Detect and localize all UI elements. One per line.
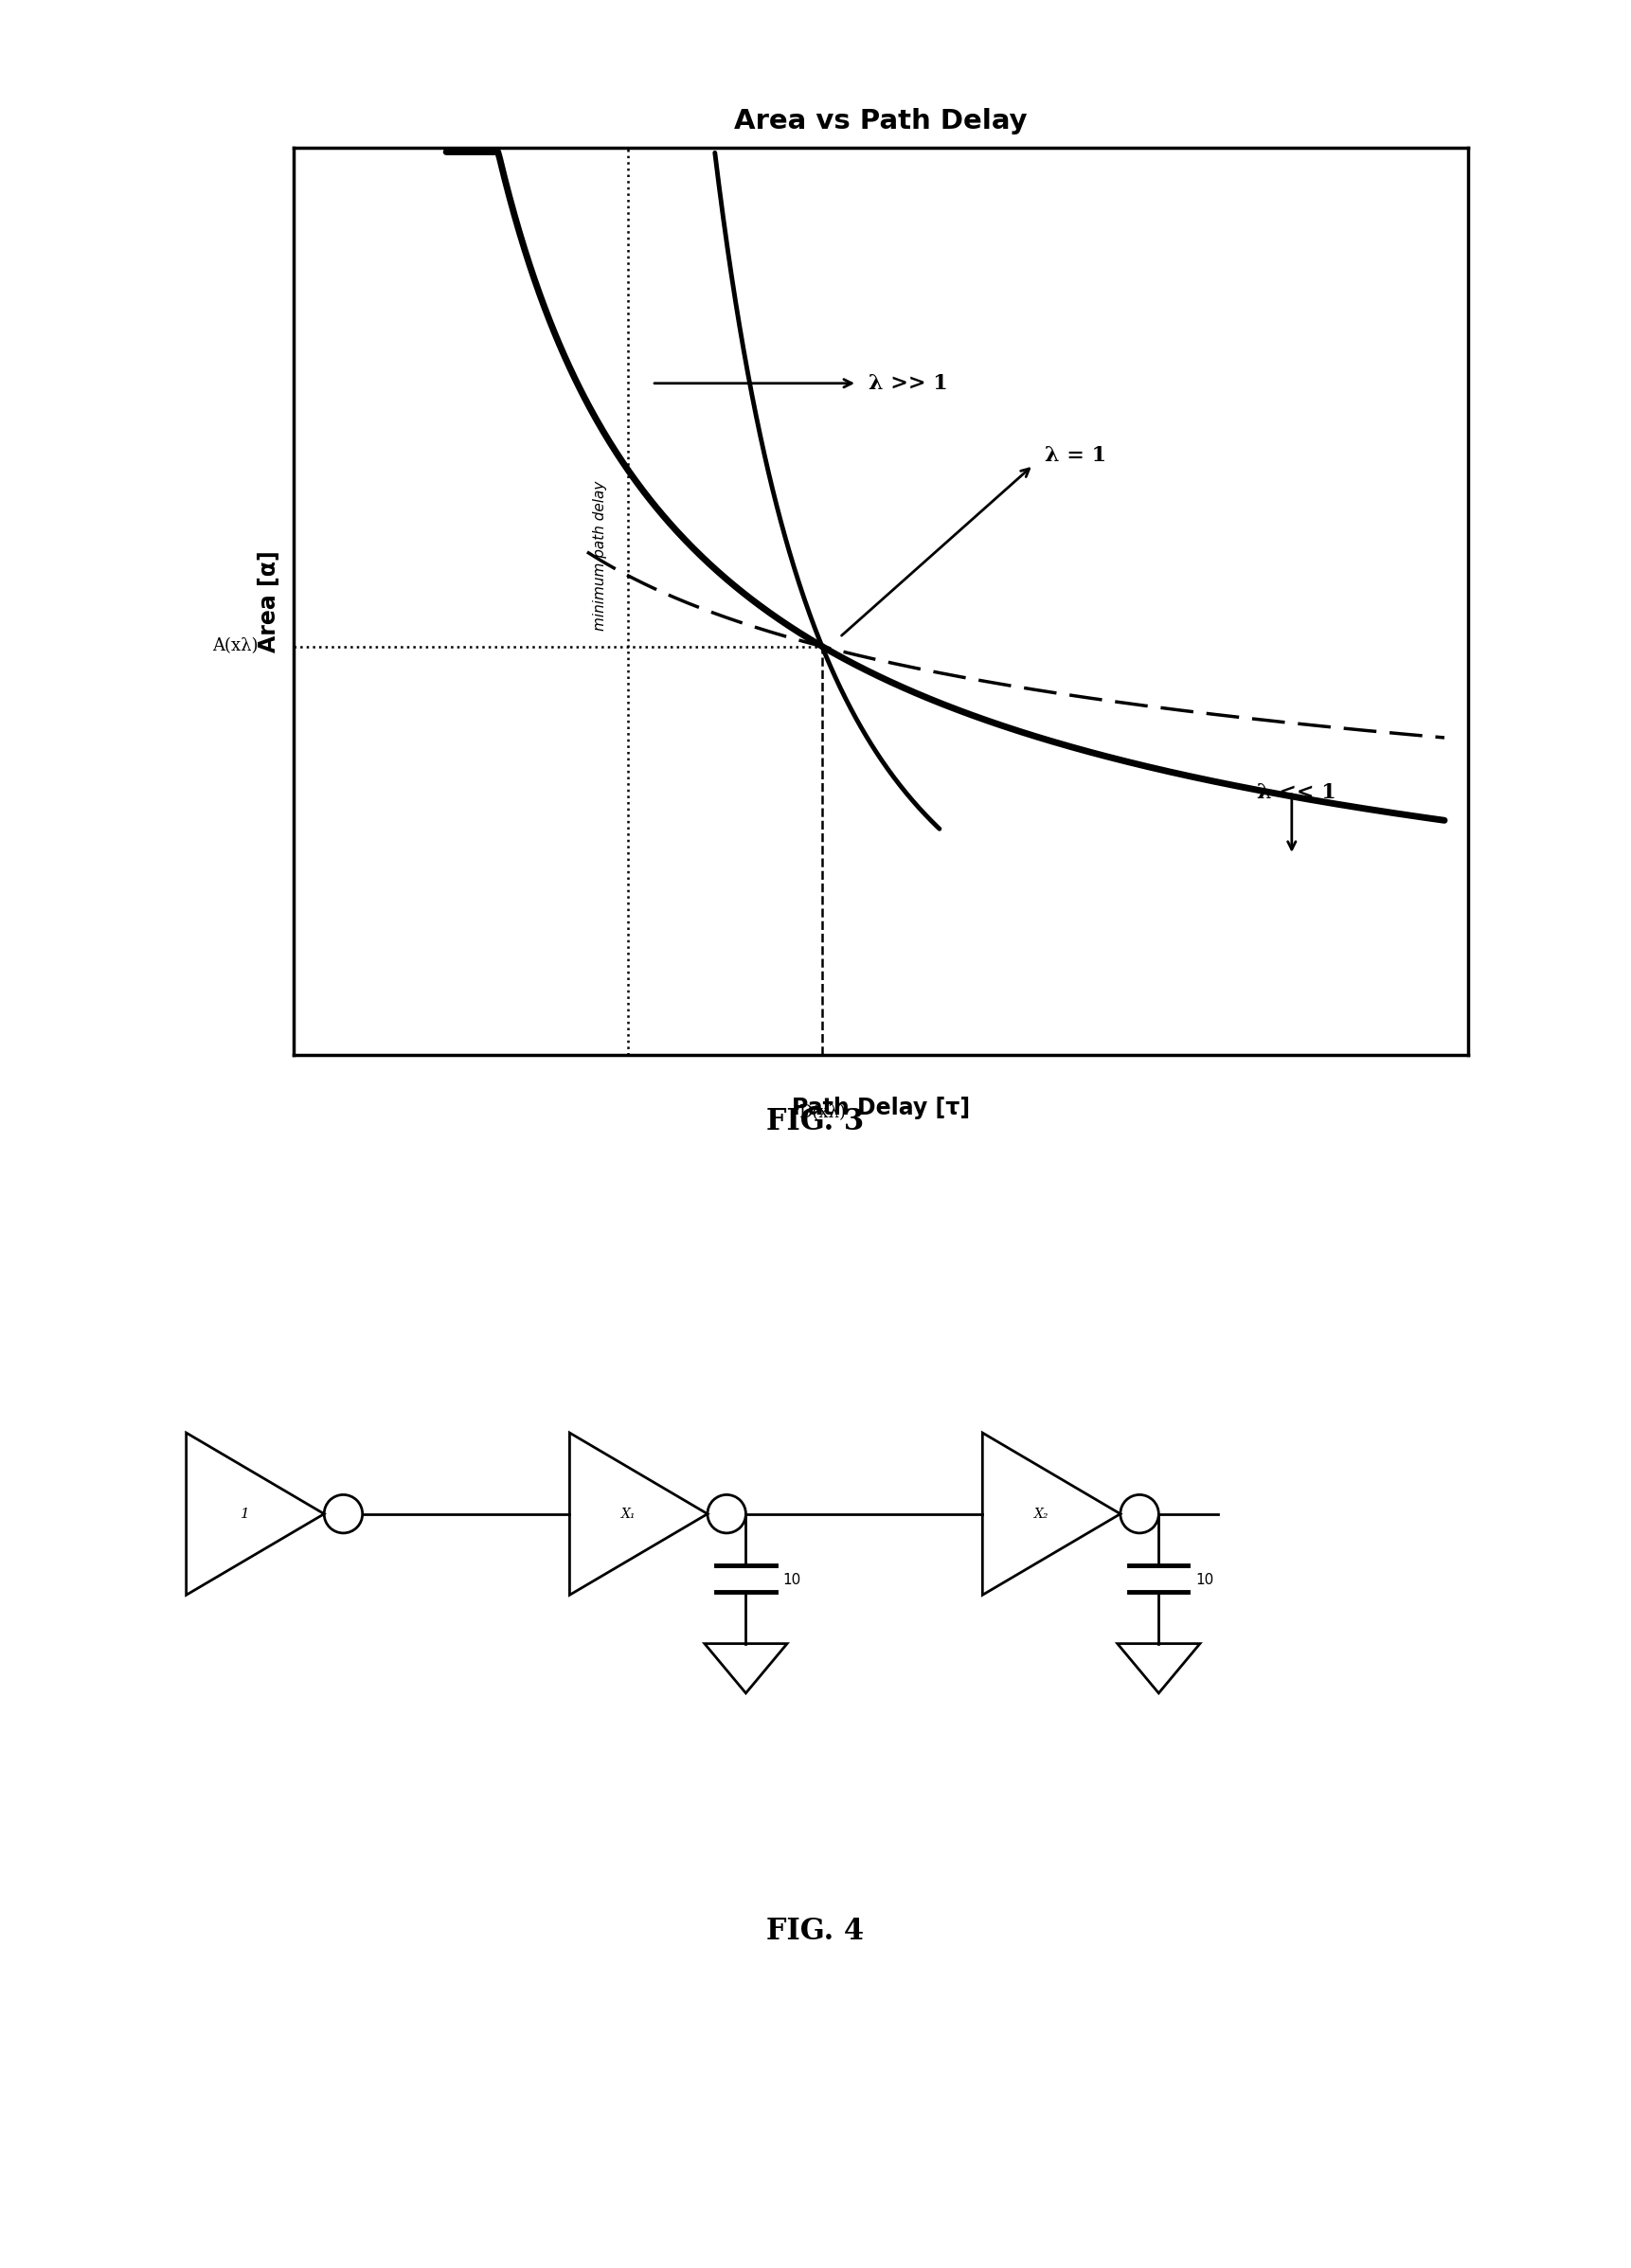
Text: λ << 1: λ << 1 — [1256, 782, 1336, 803]
X-axis label: Path Delay [τ]: Path Delay [τ] — [791, 1098, 970, 1120]
Text: 1: 1 — [240, 1508, 250, 1520]
Text: minimum path delay: minimum path delay — [594, 481, 607, 631]
Text: A(xλ): A(xλ) — [212, 637, 258, 655]
Y-axis label: Area [α]: Area [α] — [258, 551, 281, 651]
Text: X₁: X₁ — [621, 1508, 636, 1520]
Text: 10: 10 — [783, 1574, 801, 1588]
Text: FIG. 3: FIG. 3 — [767, 1107, 864, 1136]
Text: D(xλ): D(xλ) — [799, 1105, 845, 1123]
Text: λ >> 1: λ >> 1 — [869, 372, 948, 395]
Title: Area vs Path Delay: Area vs Path Delay — [734, 109, 1028, 134]
Text: FIG. 4: FIG. 4 — [767, 1916, 864, 1946]
Text: X₂: X₂ — [1034, 1508, 1049, 1520]
Text: 10: 10 — [1196, 1574, 1213, 1588]
Text: λ = 1: λ = 1 — [1045, 445, 1107, 467]
